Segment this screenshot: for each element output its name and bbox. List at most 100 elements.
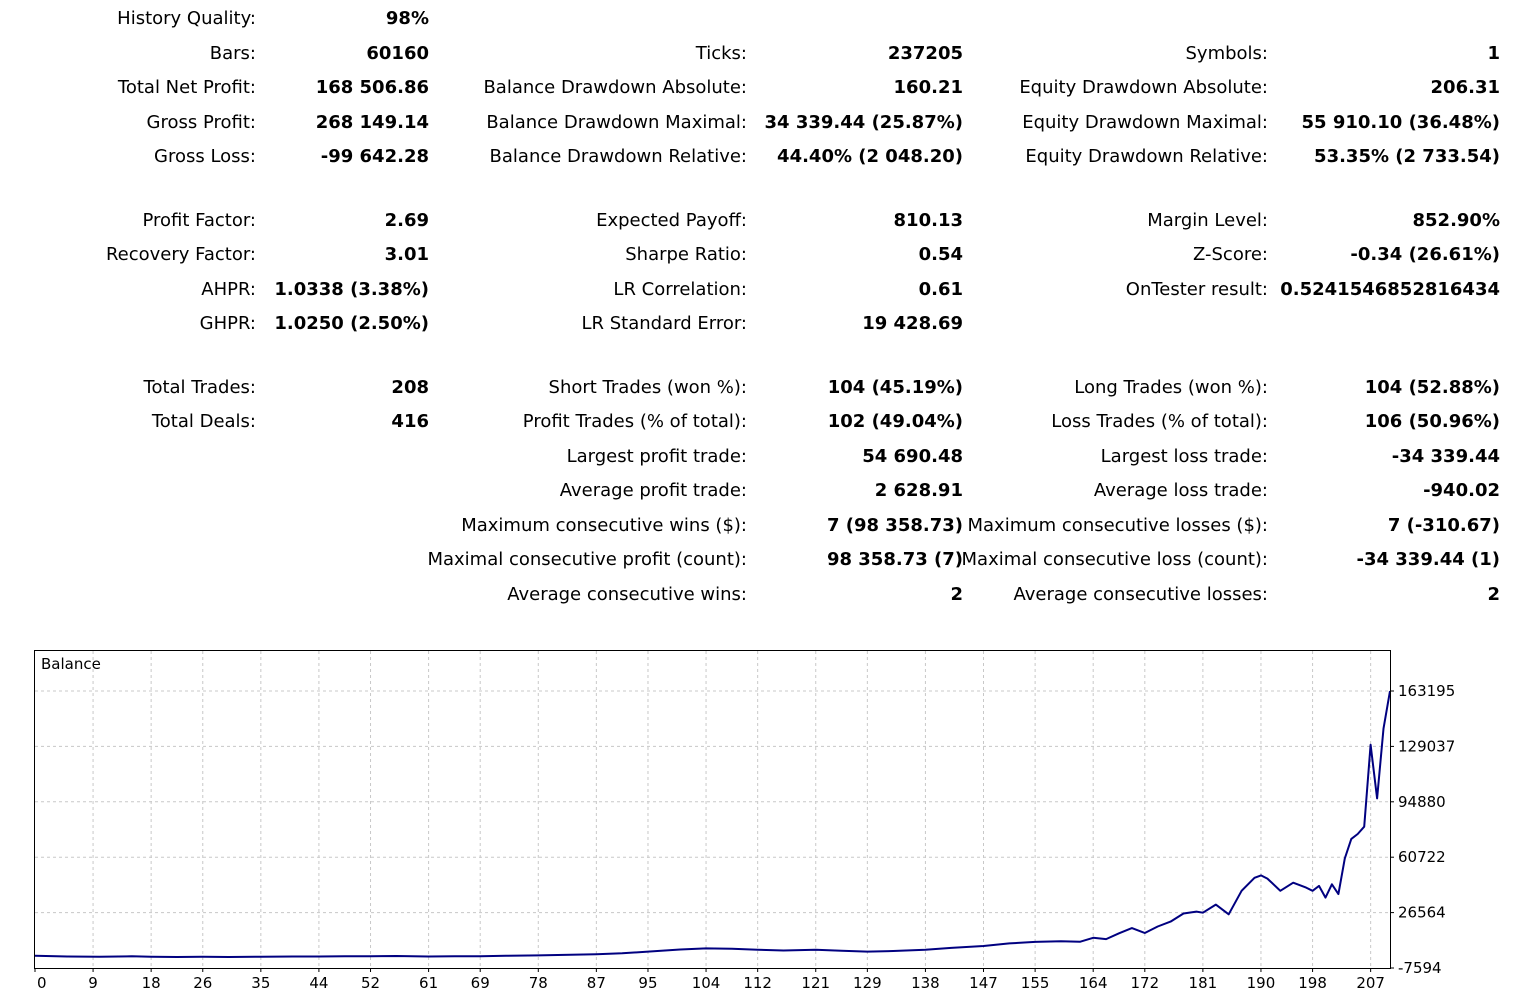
lr-correlation-value: 0.61 bbox=[918, 279, 963, 300]
x-tick-label: 207 bbox=[1356, 974, 1385, 992]
x-tick-label: 147 bbox=[969, 974, 998, 992]
stats-row: Recovery Factor: 3.01 Sharpe Ratio: 0.54… bbox=[0, 240, 1527, 270]
largest-profit-value: 54 690.48 bbox=[862, 446, 963, 467]
balance-dd-abs-value: 160.21 bbox=[893, 77, 963, 98]
y-tick-label: 129037 bbox=[1398, 737, 1455, 755]
short-trades-value: 104 (45.19%) bbox=[827, 377, 963, 398]
x-tick-label: 61 bbox=[419, 974, 438, 992]
max-consec-losses-label: Maximum consecutive losses ($): bbox=[967, 515, 1269, 536]
x-tick-label: 164 bbox=[1079, 974, 1108, 992]
x-tick-label: 129 bbox=[853, 974, 882, 992]
z-score-label: Z-Score: bbox=[1193, 244, 1268, 265]
y-tick-label: -7594 bbox=[1398, 959, 1442, 977]
y-tick-label: 60722 bbox=[1398, 848, 1446, 866]
largest-profit-label: Largest profit trade: bbox=[566, 446, 747, 467]
stats-row: Average consecutive wins: 2 Average cons… bbox=[0, 580, 1527, 610]
ahpr-value: 1.0338 (3.38%) bbox=[274, 279, 429, 300]
short-trades-label: Short Trades (won %): bbox=[548, 377, 747, 398]
balance-dd-rel-value: 44.40% (2 048.20) bbox=[777, 146, 963, 167]
symbols-label: Symbols: bbox=[1185, 43, 1269, 64]
chart-frame bbox=[34, 650, 1391, 969]
x-tick-label: 172 bbox=[1130, 974, 1159, 992]
max-consec-losses-value: 7 (-310.67) bbox=[1387, 515, 1500, 536]
ontester-result-label: OnTester result: bbox=[1125, 279, 1268, 300]
max-consec-wins-label: Maximum consecutive wins ($): bbox=[461, 515, 747, 536]
z-score-value: -0.34 (26.61%) bbox=[1350, 244, 1500, 265]
margin-level-value: 852.90% bbox=[1412, 210, 1501, 231]
largest-loss-label: Largest loss trade: bbox=[1100, 446, 1268, 467]
ahpr-label: AHPR: bbox=[201, 279, 256, 300]
equity-dd-max-value: 55 910.10 (36.48%) bbox=[1301, 112, 1500, 133]
stats-row: GHPR: 1.0250 (2.50%) LR Standard Error: … bbox=[0, 309, 1527, 339]
largest-loss-value: -34 339.44 bbox=[1391, 446, 1500, 467]
total-net-profit-label: Total Net Profit: bbox=[117, 77, 256, 98]
stats-row: Average profit trade: 2 628.91 Average l… bbox=[0, 476, 1527, 506]
total-trades-value: 208 bbox=[391, 377, 429, 398]
stats-row: Largest profit trade: 54 690.48 Largest … bbox=[0, 442, 1527, 472]
equity-dd-rel-value: 53.35% (2 733.54) bbox=[1314, 146, 1500, 167]
y-tick-label: 26564 bbox=[1398, 904, 1446, 922]
avg-consec-losses-value: 2 bbox=[1487, 584, 1500, 605]
x-tick-label: 69 bbox=[471, 974, 490, 992]
x-tick-label: 87 bbox=[587, 974, 606, 992]
balance-dd-max-value: 34 339.44 (25.87%) bbox=[764, 112, 963, 133]
stats-row: Maximum consecutive wins ($): 7 (98 358.… bbox=[0, 511, 1527, 541]
chart-title: Balance bbox=[41, 655, 101, 673]
avg-profit-value: 2 628.91 bbox=[874, 480, 963, 501]
profit-factor-label: Profit Factor: bbox=[142, 210, 256, 231]
maximal-consec-profit-label: Maximal consecutive profit (count): bbox=[427, 549, 747, 570]
bars-value: 60160 bbox=[366, 43, 429, 64]
lr-std-error-label: LR Standard Error: bbox=[581, 313, 748, 334]
x-tick-label: 26 bbox=[193, 974, 212, 992]
balance-dd-abs-label: Balance Drawdown Absolute: bbox=[483, 77, 747, 98]
equity-dd-rel-label: Equity Drawdown Relative: bbox=[1025, 146, 1268, 167]
stats-row: Total Deals: 416 Profit Trades (% of tot… bbox=[0, 407, 1527, 437]
x-tick-label: 95 bbox=[638, 974, 657, 992]
ticks-label: Ticks: bbox=[695, 43, 747, 64]
gross-loss-value: -99 642.28 bbox=[320, 146, 429, 167]
y-tick-label: 163195 bbox=[1398, 682, 1455, 700]
avg-consec-wins-value: 2 bbox=[950, 584, 963, 605]
maximal-consec-loss-value: -34 339.44 (1) bbox=[1356, 549, 1501, 570]
x-tick-label: 44 bbox=[309, 974, 328, 992]
equity-dd-max-label: Equity Drawdown Maximal: bbox=[1022, 112, 1268, 133]
profit-factor-value: 2.69 bbox=[384, 210, 429, 231]
total-trades-label: Total Trades: bbox=[143, 377, 256, 398]
ticks-value: 237205 bbox=[887, 43, 963, 64]
x-tick-label: 155 bbox=[1021, 974, 1050, 992]
x-tick-label: 9 bbox=[88, 974, 98, 992]
sharpe-ratio-value: 0.54 bbox=[918, 244, 963, 265]
x-tick-label: 18 bbox=[142, 974, 161, 992]
maximal-consec-loss-label: Maximal consecutive loss (count): bbox=[961, 549, 1268, 570]
equity-dd-abs-value: 206.31 bbox=[1430, 77, 1500, 98]
x-tick-label: 190 bbox=[1247, 974, 1276, 992]
long-trades-label: Long Trades (won %): bbox=[1074, 377, 1268, 398]
long-trades-value: 104 (52.88%) bbox=[1364, 377, 1500, 398]
stats-row: Maximal consecutive profit (count): 98 3… bbox=[0, 545, 1527, 575]
loss-trades-value: 106 (50.96%) bbox=[1364, 411, 1500, 432]
history-quality-value: 98% bbox=[385, 8, 429, 29]
recovery-factor-value: 3.01 bbox=[384, 244, 429, 265]
balance-dd-rel-label: Balance Drawdown Relative: bbox=[489, 146, 747, 167]
symbols-value: 1 bbox=[1487, 43, 1500, 64]
stats-row: Total Net Profit: 168 506.86 Balance Dra… bbox=[0, 73, 1527, 103]
stats-row: Profit Factor: 2.69 Expected Payoff: 810… bbox=[0, 206, 1527, 236]
max-consec-wins-value: 7 (98 358.73) bbox=[826, 515, 963, 536]
balance-line bbox=[34, 690, 1391, 958]
x-tick-label: 35 bbox=[251, 974, 270, 992]
x-tick-label: 138 bbox=[911, 974, 940, 992]
history-quality-label: History Quality: bbox=[117, 8, 256, 29]
avg-consec-wins-label: Average consecutive wins: bbox=[507, 584, 747, 605]
profit-trades-label: Profit Trades (% of total): bbox=[522, 411, 747, 432]
stats-row: Gross Loss: -99 642.28 Balance Drawdown … bbox=[0, 142, 1527, 172]
stats-row: Total Trades: 208 Short Trades (won %): … bbox=[0, 373, 1527, 403]
x-tick-label: 52 bbox=[361, 974, 380, 992]
x-tick-label: 104 bbox=[692, 974, 721, 992]
gross-profit-label: Gross Profit: bbox=[146, 112, 256, 133]
ontester-result-value: 0.5241546852816434 bbox=[1280, 279, 1500, 300]
avg-loss-label: Average loss trade: bbox=[1093, 480, 1268, 501]
loss-trades-label: Loss Trades (% of total): bbox=[1051, 411, 1268, 432]
sharpe-ratio-label: Sharpe Ratio: bbox=[625, 244, 747, 265]
lr-std-error-value: 19 428.69 bbox=[862, 313, 963, 334]
